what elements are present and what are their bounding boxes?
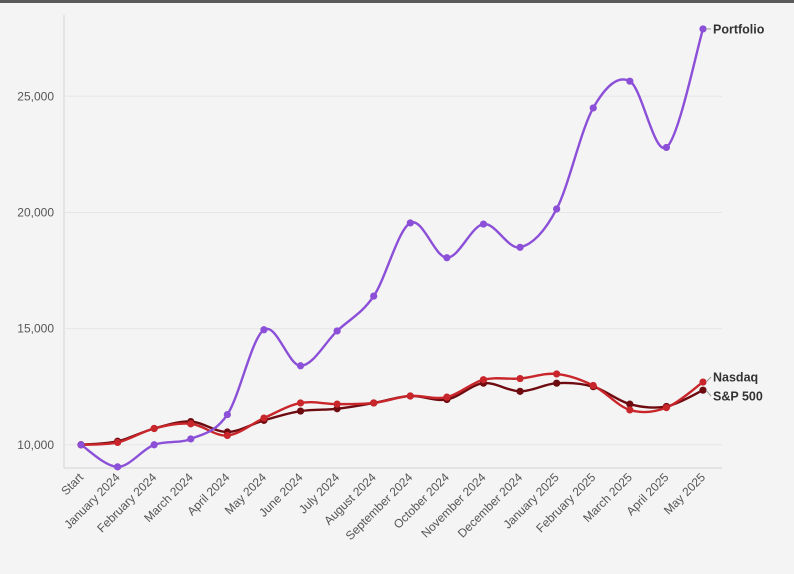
- series-points: [77, 25, 707, 471]
- s-p-500-label: S&P 500: [713, 390, 763, 404]
- nasdaq-point: [589, 381, 597, 390]
- portfolio-point: [406, 219, 414, 227]
- top-border: [0, 0, 794, 3]
- nasdaq-point: [443, 393, 451, 401]
- nasdaq-point: [699, 378, 707, 386]
- x-tick-label: November 2024: [418, 470, 489, 541]
- nasdaq-point: [553, 370, 561, 378]
- portfolio-point: [187, 435, 195, 443]
- nasdaq-point: [479, 376, 488, 384]
- portfolio-point: [699, 25, 707, 33]
- y-tick-label: 15,000: [17, 322, 54, 336]
- portfolio-point: [113, 463, 122, 471]
- series-lines: [79, 27, 705, 469]
- series-labels: Portfolio Nasdaq S&P 500: [705, 22, 765, 404]
- portfolio-point: [516, 243, 524, 251]
- portfolio-point: [443, 254, 451, 262]
- nasdaq-label-connector: [705, 376, 712, 383]
- portfolio-point: [479, 220, 488, 228]
- y-axis-ticks: 10,000 15,000 20,000 25,000: [17, 89, 54, 451]
- portfolio-point: [589, 104, 597, 112]
- nasdaq-point: [187, 420, 195, 428]
- s-p-500-label-connector: [705, 389, 712, 397]
- s-p-500-point: [296, 407, 305, 415]
- portfolio-line: [79, 27, 705, 469]
- nasdaq-line: [79, 372, 705, 446]
- nasdaq-point: [150, 424, 158, 433]
- nasdaq-point: [296, 399, 305, 407]
- s-p-500-point: [699, 386, 707, 394]
- s-p-500-point: [516, 387, 524, 395]
- y-tick-label: 10,000: [17, 438, 54, 452]
- y-tick-label: 20,000: [17, 205, 54, 219]
- portfolio-point: [260, 326, 268, 334]
- portfolio-point: [370, 292, 378, 300]
- nasdaq-point: [223, 431, 231, 440]
- nasdaq-point: [516, 374, 524, 383]
- nasdaq-point: [333, 400, 341, 408]
- nasdaq-point: [260, 414, 268, 422]
- nasdaq-point: [406, 392, 414, 400]
- portfolio-point: [150, 441, 158, 449]
- portfolio-point: [626, 77, 634, 85]
- s-p-500-point: [626, 400, 634, 408]
- y-tick-label: 25,000: [17, 89, 54, 103]
- portfolio-point: [223, 410, 231, 419]
- portfolio-point: [296, 362, 305, 370]
- portfolio-point: [662, 143, 671, 152]
- portfolio-label: Portfolio: [713, 22, 765, 36]
- portfolio-point: [333, 327, 341, 335]
- nasdaq-point: [113, 438, 122, 447]
- portfolio-point: [77, 441, 85, 449]
- nasdaq-point: [370, 399, 378, 407]
- nasdaq-point: [626, 406, 634, 414]
- s-p-500-point: [553, 379, 561, 387]
- s-p-500-line: [79, 381, 705, 446]
- x-tick-label: Start: [58, 470, 86, 498]
- nasdaq-label: Nasdaq: [713, 371, 758, 385]
- portfolio-point: [553, 205, 561, 213]
- nasdaq-point: [662, 404, 671, 412]
- x-tick-label: December 2024: [455, 470, 526, 541]
- grid: [63, 15, 722, 469]
